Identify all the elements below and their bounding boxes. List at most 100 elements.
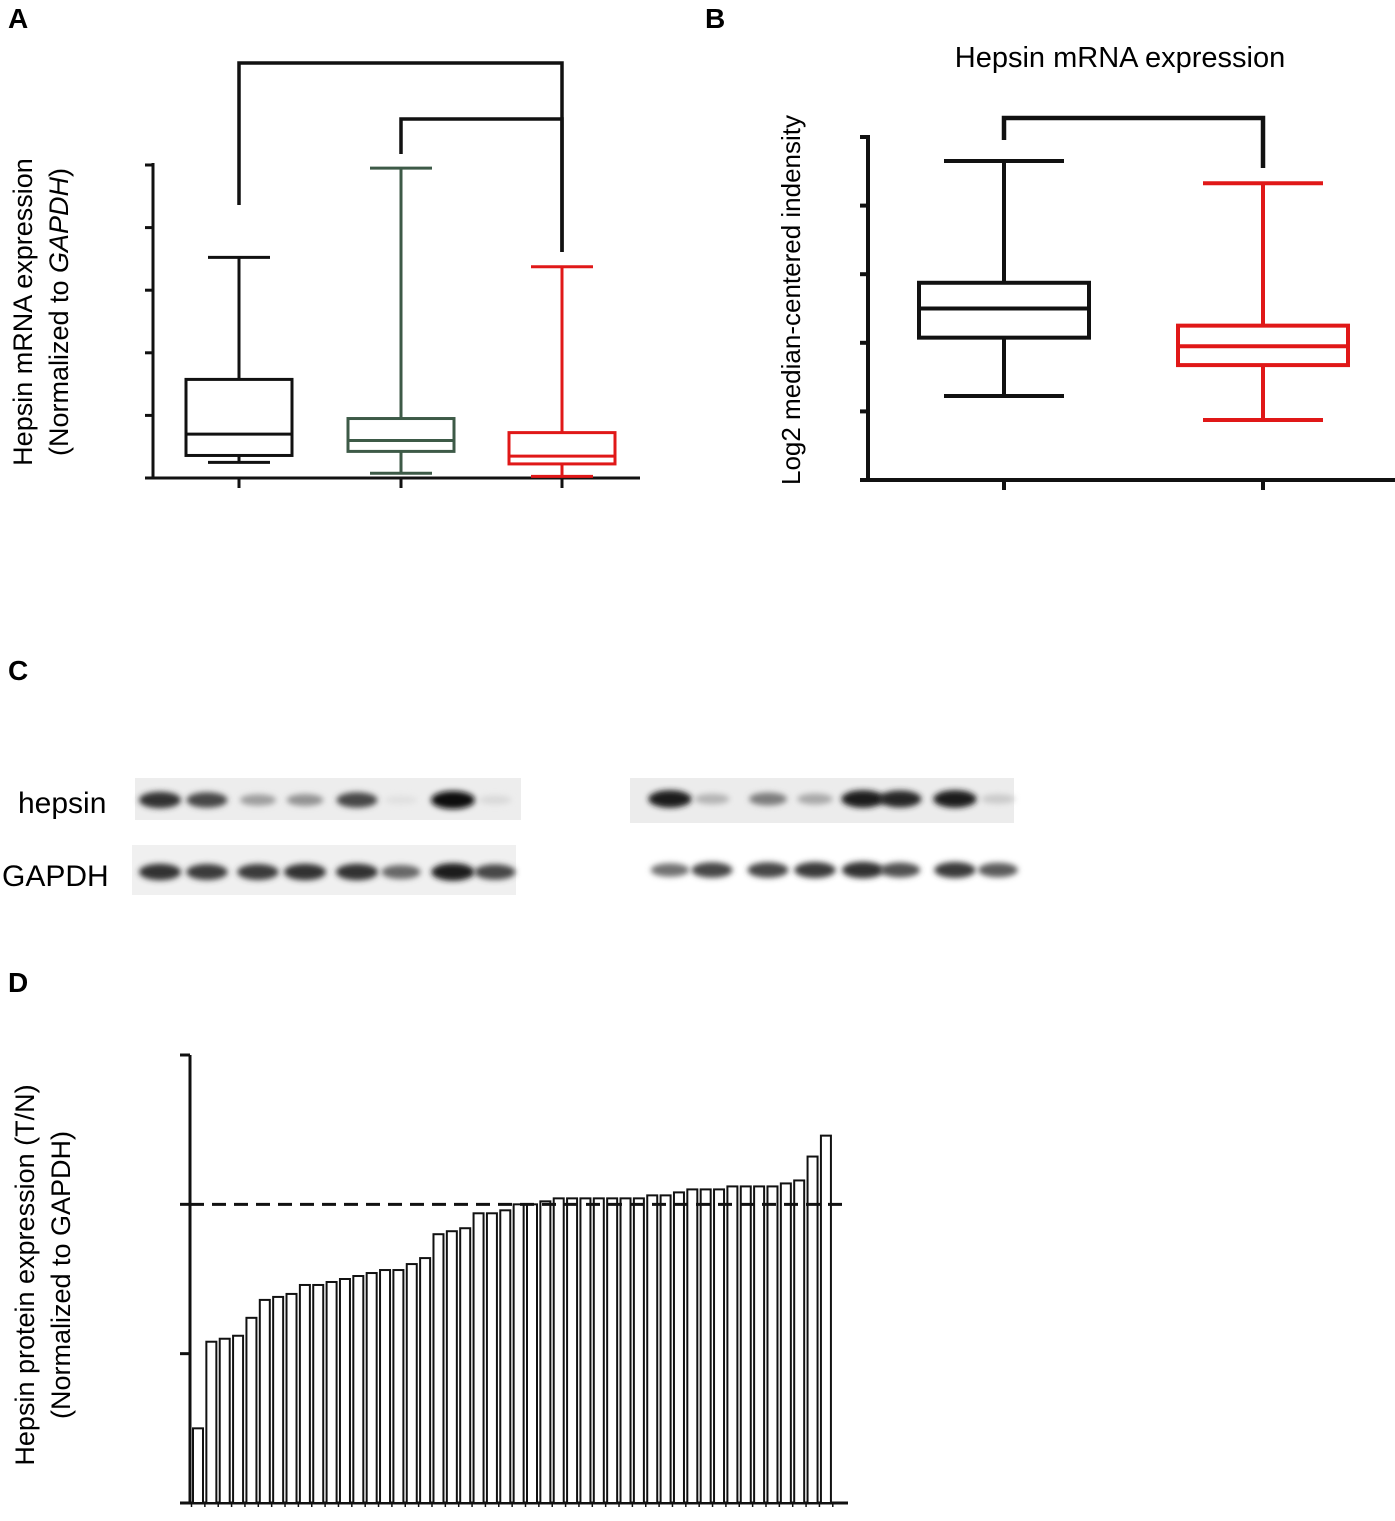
panel-a-significance	[237, 61, 564, 252]
bar	[806, 1155, 819, 1504]
bar	[459, 1227, 472, 1505]
bar	[512, 1203, 525, 1505]
panel-a-ylabel-line1: Hepsin mRNA expression	[8, 158, 38, 466]
bar	[325, 1280, 338, 1505]
bar	[312, 1283, 325, 1505]
bar	[726, 1185, 739, 1504]
bar	[739, 1185, 752, 1504]
panel-a-boxplot: Hepsin mRNA expression (Normalized to GA…	[8, 61, 640, 488]
bar	[539, 1200, 552, 1504]
bar	[606, 1197, 619, 1504]
bar	[753, 1185, 766, 1504]
gapdh-band	[978, 862, 1018, 878]
gapdh-band	[934, 862, 976, 878]
hepsin-band	[431, 791, 475, 809]
bar	[432, 1233, 445, 1504]
bar	[338, 1278, 351, 1504]
gapdh-band	[650, 863, 690, 877]
gapdh-band	[381, 865, 421, 879]
panel-label-a: A	[8, 3, 28, 34]
bar	[552, 1197, 565, 1504]
blot-row-label-gapdh: GAPDH	[2, 860, 109, 893]
bar	[272, 1295, 285, 1505]
bar	[566, 1197, 579, 1504]
bar	[192, 1427, 204, 1505]
bar	[445, 1230, 458, 1505]
hepsin-band	[749, 792, 787, 806]
gapdh-band	[283, 863, 327, 881]
bar	[699, 1188, 712, 1505]
hepsin-band	[286, 794, 324, 806]
gapdh-band	[237, 864, 279, 880]
bar	[632, 1197, 645, 1504]
bar	[298, 1283, 311, 1505]
gapdh-band	[747, 862, 789, 878]
bar	[285, 1292, 298, 1505]
hepsin-band	[694, 793, 730, 805]
gapdh-band	[474, 864, 516, 880]
bar	[245, 1316, 258, 1504]
bar	[686, 1188, 699, 1505]
gapdh-band	[794, 862, 836, 878]
blot-membranes	[132, 778, 1018, 895]
gapdh-band	[335, 863, 379, 881]
panel-c-western-blot: hepsin GAPDH	[2, 778, 1018, 895]
panel-b-ylabel: Log2 median-centered indensity	[776, 115, 806, 485]
hepsin-band	[138, 791, 182, 809]
panel-label-d: D	[8, 967, 28, 998]
gapdh-band	[186, 864, 228, 880]
hepsin-band	[841, 790, 885, 808]
panel-d-ylabel-line2: (Normalized to GAPDH)	[46, 1131, 76, 1419]
bar	[766, 1185, 779, 1504]
gapdh-band	[138, 863, 182, 881]
hepsin-band	[933, 790, 977, 808]
bar	[499, 1209, 512, 1504]
box-iqr	[346, 417, 456, 453]
bar	[713, 1188, 726, 1505]
bar	[579, 1197, 592, 1504]
hepsin-band	[878, 790, 922, 808]
hepsin-band	[336, 792, 378, 808]
bar	[779, 1182, 792, 1504]
bar	[405, 1263, 418, 1504]
gapdh-band	[431, 863, 475, 881]
bar	[485, 1212, 498, 1504]
hepsin-band	[478, 795, 512, 805]
bar	[526, 1203, 538, 1505]
bar	[819, 1134, 832, 1504]
bar	[672, 1191, 685, 1505]
panel-label-b: B	[705, 3, 725, 34]
panel-label-c: C	[8, 655, 28, 686]
bar	[205, 1340, 218, 1504]
panel-b-title: Hepsin mRNA expression	[955, 42, 1285, 74]
blot-row-label-hepsin: hepsin	[18, 787, 106, 820]
hepsin-band	[186, 792, 228, 808]
bar	[365, 1272, 378, 1504]
bar	[419, 1257, 432, 1505]
box-iqr	[184, 377, 294, 457]
gapdh-band	[841, 861, 885, 879]
panel-b-significance	[1001, 115, 1266, 168]
hepsin-band	[239, 794, 277, 806]
bar	[592, 1197, 605, 1504]
bar	[793, 1179, 806, 1504]
bar	[646, 1194, 659, 1504]
panel-d-bars	[190, 1134, 845, 1505]
hepsin-band	[797, 793, 833, 805]
bar	[472, 1212, 485, 1504]
bar	[218, 1337, 231, 1504]
panel-d-bar-chart: Hepsin protein expression (T/N) (Normali…	[10, 1053, 848, 1507]
bar	[352, 1275, 365, 1504]
hepsin-band	[384, 795, 418, 805]
significance-bracket	[399, 117, 564, 252]
gapdh-band	[879, 862, 921, 878]
bar	[619, 1197, 632, 1504]
bar	[258, 1298, 271, 1504]
panel-d-ylabel-line1: Hepsin protein expression (T/N)	[10, 1084, 40, 1465]
bar	[392, 1269, 405, 1505]
panel-a-ylabel-line2: (Normalized to GAPDH)	[44, 168, 74, 456]
panel-b-boxplot: Hepsin mRNA expression Log2 median-cente…	[776, 42, 1395, 490]
bar	[379, 1269, 392, 1505]
bar	[232, 1334, 245, 1505]
